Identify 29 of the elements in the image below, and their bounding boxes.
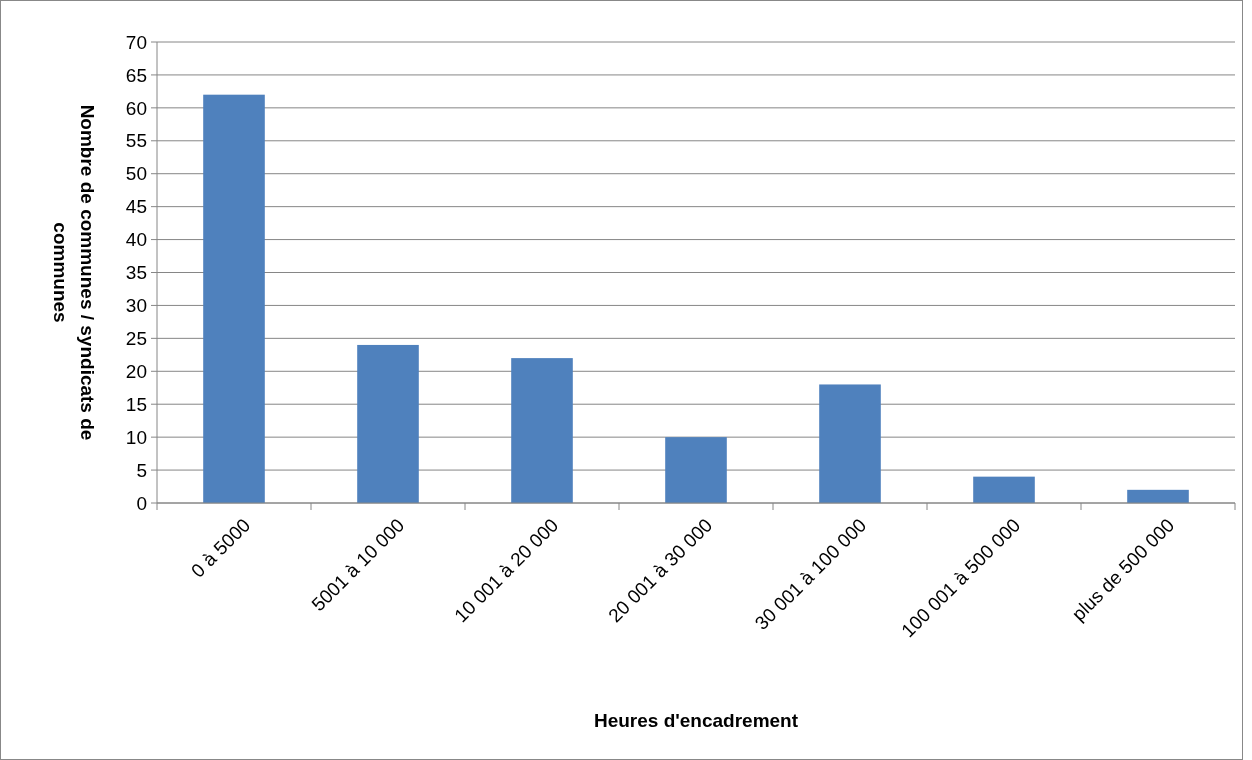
y-tick-label: 55 — [125, 130, 147, 152]
y-tick-label: 30 — [125, 295, 147, 317]
y-tick-label: 70 — [125, 31, 147, 53]
x-tick-label: 20 001 à 30 000 — [604, 514, 717, 627]
y-tick-label: 0 — [136, 492, 147, 514]
y-tick-label: 40 — [125, 229, 147, 251]
bar — [973, 476, 1035, 503]
y-tick-label: 45 — [125, 196, 147, 218]
y-tick-label: 15 — [125, 393, 147, 415]
x-tick-label: 30 001 à 100 000 — [750, 514, 871, 634]
bar — [357, 344, 419, 503]
x-tick-label: 10 001 à 20 000 — [450, 514, 563, 627]
bar — [203, 94, 265, 503]
y-tick-label: 20 — [125, 360, 147, 382]
y-tick-label: 25 — [125, 328, 147, 350]
x-axis-title: Heures d'encadrement — [593, 710, 799, 731]
y-tick-label: 35 — [125, 262, 147, 284]
bar — [1127, 489, 1189, 503]
y-tick-label: 60 — [125, 97, 147, 119]
y-tick-label: 65 — [125, 64, 147, 86]
bar — [665, 437, 727, 503]
bar — [819, 384, 881, 503]
bar — [511, 358, 573, 503]
y-tick-label: 10 — [125, 426, 147, 448]
y-tick-label: 50 — [125, 163, 147, 185]
y-axis-title: Nombre de communes / syndicats de communes — [49, 104, 99, 441]
x-tick-label: 100 001 à 500 000 — [897, 514, 1025, 642]
x-tick-label: plus de 500 000 — [1067, 514, 1179, 625]
y-tick-label: 5 — [136, 459, 147, 481]
